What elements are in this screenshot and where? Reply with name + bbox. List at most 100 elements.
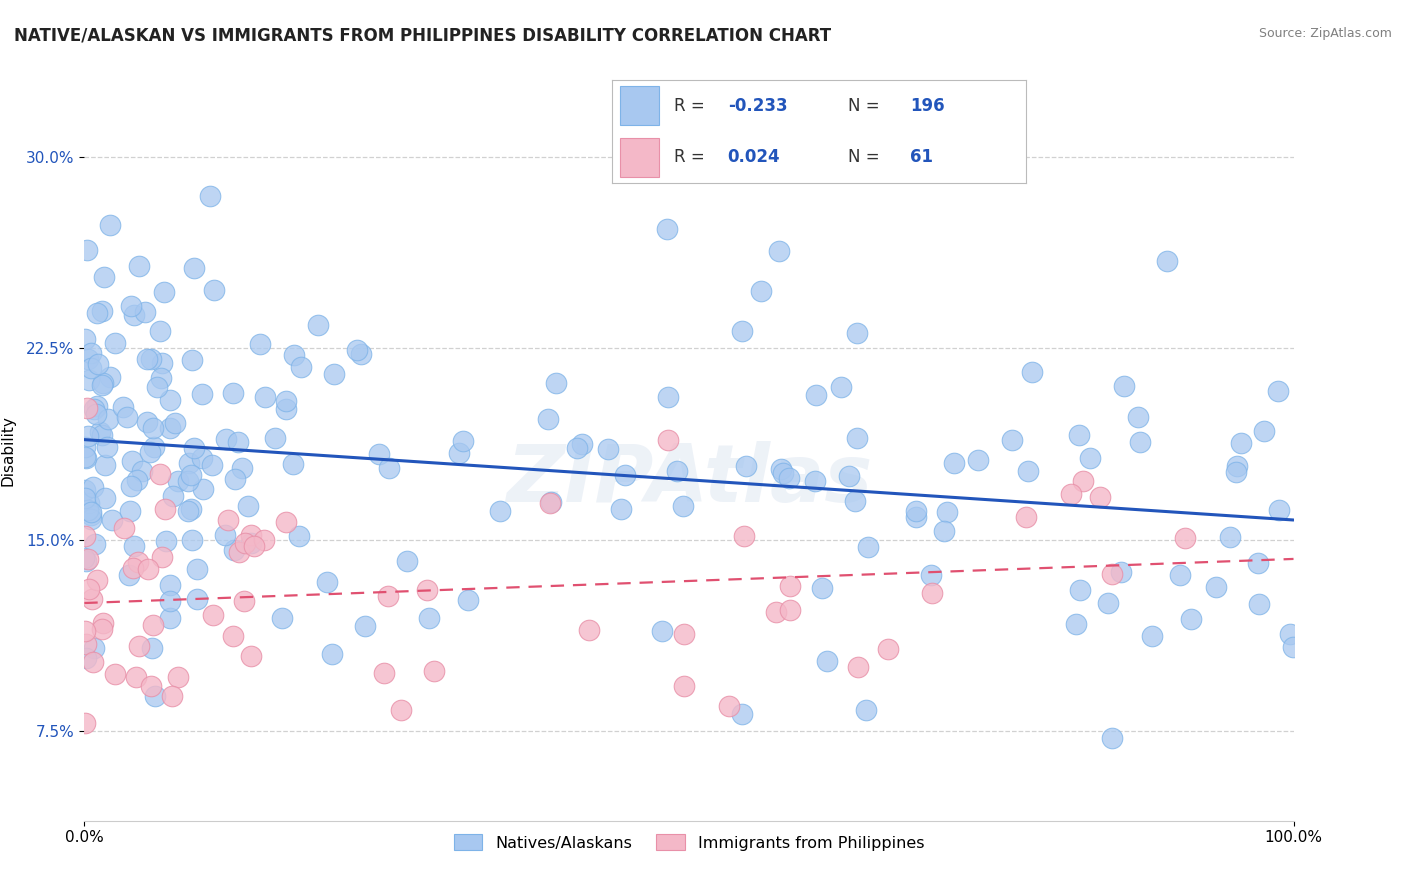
Point [162,690,184,704]
Point [84,407,107,421]
Point [240,528,263,542]
Legend: Natives/Alaskans, Immigrants from Philippines: Natives/Alaskans, Immigrants from Philip… [447,828,931,857]
Point [191,482,214,496]
Point [846,326,869,341]
Point [536,412,558,426]
Point [159,578,181,592]
Point [967,452,990,467]
Point [134,305,156,319]
Point [76,401,98,415]
Point [125,473,148,487]
Point [120,504,142,518]
Point [354,619,377,633]
Point [1205,580,1227,594]
Point [249,337,271,351]
Point [769,462,792,476]
Point [1282,640,1305,655]
Point [224,473,246,487]
Y-axis label: Disability: Disability [0,415,15,486]
Point [598,442,620,456]
Point [1253,424,1275,438]
Point [201,458,224,472]
Point [734,459,756,474]
Point [838,469,860,483]
Point [217,512,239,526]
Text: 196: 196 [910,97,945,115]
Point [180,502,202,516]
Point [167,670,190,684]
Point [149,324,172,338]
Point [165,416,187,430]
Point [167,475,190,489]
Text: -0.233: -0.233 [728,97,787,115]
Point [73,529,96,543]
Point [233,536,256,550]
Point [177,475,200,489]
Text: R =: R = [673,97,704,115]
Point [73,440,96,454]
Point [932,524,955,538]
Point [1268,503,1291,517]
Point [120,479,142,493]
Point [1247,597,1270,611]
Point [226,434,249,449]
Point [183,261,205,276]
Point [98,219,121,233]
Point [1174,531,1197,545]
Point [77,582,100,596]
Point [905,503,928,517]
Point [779,603,801,617]
Point [121,453,143,467]
Point [146,380,169,394]
Point [93,376,115,391]
Point [1101,731,1123,745]
Point [1067,428,1090,442]
Point [846,660,869,674]
Point [287,529,309,543]
Point [368,447,391,461]
Point [346,343,368,357]
Point [155,501,177,516]
Point [77,496,100,510]
Point [86,573,108,587]
Point [214,432,236,446]
Point [159,594,181,608]
Point [80,345,103,359]
Point [1229,436,1251,450]
Point [731,324,754,338]
Point [136,416,159,430]
Point [749,284,772,298]
Point [1225,458,1247,473]
Point [82,591,104,606]
Point [844,494,866,508]
Point [389,703,412,717]
Point [243,539,266,553]
Point [224,543,246,558]
Point [546,376,568,390]
Point [718,698,741,713]
Point [830,380,852,394]
Point [139,679,162,693]
Point [378,460,401,475]
Point [121,560,143,574]
Point [321,647,343,661]
Point [239,648,262,663]
Point [1278,627,1301,641]
Point [233,593,256,607]
Point [80,360,103,375]
Point [733,528,755,542]
Point [75,491,97,506]
Text: N =: N = [848,97,880,115]
Point [180,467,202,482]
Point [181,533,204,547]
Point [159,393,181,408]
Point [124,539,146,553]
Point [186,562,208,576]
Point [1219,531,1241,545]
Point [731,706,754,721]
Point [236,499,259,513]
Point [274,402,297,417]
Point [274,515,297,529]
Point [117,409,139,424]
Point [1168,568,1191,582]
